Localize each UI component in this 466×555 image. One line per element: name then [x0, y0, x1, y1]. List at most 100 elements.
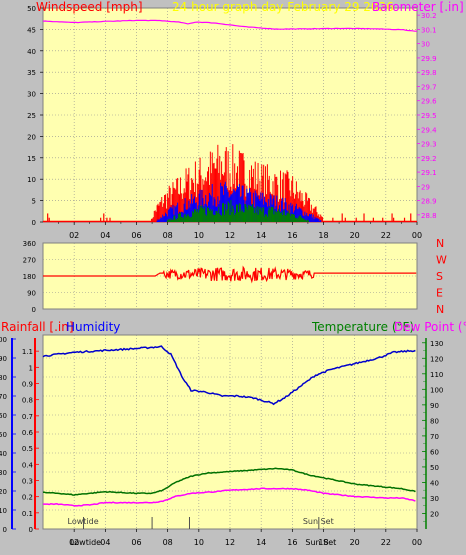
baro-y-tick: 29	[421, 183, 430, 191]
event-axis-label: Lowtide	[70, 538, 101, 547]
wind-y-tick: 20	[27, 133, 36, 141]
wind-x-tick: 16	[287, 231, 297, 240]
baro-y-tick: 28.8	[421, 212, 437, 220]
wind-x-tick: 04	[100, 231, 110, 240]
humidity-y-tick: 100	[0, 336, 7, 344]
rain-y-tick: 0.2	[22, 494, 33, 502]
compass-letter: S	[436, 270, 443, 283]
wind-y-tick: 50	[27, 5, 36, 13]
wind-x-tick: 22	[381, 231, 391, 240]
temp-y-tick: 60	[430, 448, 439, 456]
wind-x-tick: 06	[131, 231, 141, 240]
rain-y-tick: 0.9	[22, 381, 33, 389]
temp-y-tick: 20	[430, 510, 439, 518]
rain-y-tick: 0.3	[22, 478, 33, 486]
rain-y-tick: 0.7	[22, 413, 33, 421]
temp-y-tick: 40	[430, 479, 439, 487]
rain-y-tick: 0.4	[22, 461, 34, 469]
temp-x-tick: 08	[163, 538, 173, 547]
temp-x-tick: 10	[194, 538, 204, 547]
wind-y-tick: 15	[27, 155, 36, 163]
wind-y-tick: 40	[27, 48, 36, 56]
humidity-y-tick: 70	[0, 393, 7, 401]
wind-x-tick: 02	[69, 231, 79, 240]
wind-x-tick: 10	[194, 231, 204, 240]
temp-x-tick: 00	[412, 538, 422, 547]
rain-y-tick: 0	[29, 526, 33, 534]
baro-y-tick: 29.1	[421, 169, 437, 177]
barometer-label: Barometer [.in]	[372, 0, 464, 14]
humidity-y-tick: 30	[0, 469, 7, 477]
temp-x-tick: 02	[69, 538, 79, 547]
baro-y-tick: 29.7	[421, 83, 437, 91]
graph-title: 24 hour graph day February 29 2026	[172, 0, 394, 14]
baro-y-tick: 30	[421, 41, 430, 49]
compass-letter: E	[436, 287, 443, 300]
wind-x-tick: 00	[412, 231, 422, 240]
wind-y-tick: 30	[27, 91, 36, 99]
compass-letter: N	[436, 237, 444, 250]
dir-y-tick: 0	[32, 306, 36, 314]
temp-x-tick: 20	[350, 538, 360, 547]
wind-y-tick: 35	[27, 69, 36, 77]
temp-y-tick: 100	[430, 386, 443, 394]
humidity-line	[42, 345, 416, 406]
rain-y-tick: 0.8	[22, 397, 33, 405]
barometer-line	[42, 19, 417, 32]
baro-y-tick: 29.2	[421, 155, 437, 163]
dir-y-tick: 180	[23, 273, 36, 281]
event-axis-label: Sun Set	[305, 538, 336, 547]
humidity-y-tick: 60	[0, 412, 7, 420]
rainfall-label: Rainfall [.in]	[1, 320, 74, 334]
temp-y-tick: 50	[430, 464, 439, 472]
wind-y-tick: 5	[32, 198, 36, 206]
humidity-y-tick: 80	[0, 374, 7, 382]
baro-y-tick: 28.9	[421, 198, 437, 206]
rain-y-tick: 0.5	[22, 445, 33, 453]
wind-y-tick: 10	[27, 176, 36, 184]
rain-y-tick: 0.6	[22, 429, 34, 437]
wind-direction-line	[43, 265, 417, 284]
temp-x-tick: 04	[100, 538, 110, 547]
wind-x-tick: 14	[256, 231, 266, 240]
temp-y-tick: 130	[430, 340, 443, 348]
baro-y-tick: 29.3	[421, 141, 437, 149]
temperature-line	[43, 467, 416, 496]
baro-y-tick: 30.2	[421, 12, 437, 20]
rain-y-tick: 1	[29, 364, 33, 372]
baro-y-tick: 29.5	[421, 112, 437, 120]
rain-y-tick: 0.1	[22, 510, 33, 518]
temp-y-tick: 110	[430, 371, 443, 379]
wind-x-tick: 12	[225, 231, 235, 240]
windspeed-label: Windspeed [mph]	[36, 0, 143, 14]
temp-y-tick: 70	[430, 433, 439, 441]
humidity-y-tick: 50	[0, 431, 7, 439]
baro-y-tick: 30.1	[421, 26, 437, 34]
temp-y-tick: 30	[430, 495, 439, 503]
humidity-y-tick: 40	[0, 450, 7, 458]
temp-x-tick: 06	[131, 538, 141, 547]
temp-x-tick: 14	[256, 538, 266, 547]
humidity-y-tick: 10	[0, 507, 7, 515]
wind-y-tick: 45	[27, 26, 36, 34]
wind-x-tick: 18	[318, 231, 328, 240]
dewpoint-line	[43, 487, 416, 507]
dir-y-tick: 90	[27, 290, 36, 298]
temp-x-tick: 22	[381, 538, 391, 547]
temp-y-tick: 80	[430, 417, 439, 425]
baro-y-tick: 29.4	[421, 126, 437, 134]
humidity-y-tick: 0	[3, 526, 7, 534]
temp-y-tick: 120	[430, 355, 443, 363]
event-marker-label: Sun Set	[303, 517, 334, 526]
baro-y-tick: 29.6	[421, 98, 437, 106]
temp-x-tick: 12	[225, 538, 235, 547]
humidity-y-tick: 90	[0, 355, 7, 363]
event-marker-label: Lowtide	[68, 517, 99, 526]
temp-y-tick: 90	[430, 402, 439, 410]
temp-x-tick: 16	[287, 538, 297, 547]
wind-x-tick: 20	[350, 231, 360, 240]
baro-y-tick: 29.8	[421, 69, 437, 77]
temperature-label: Temperature (°F)	[311, 320, 414, 334]
